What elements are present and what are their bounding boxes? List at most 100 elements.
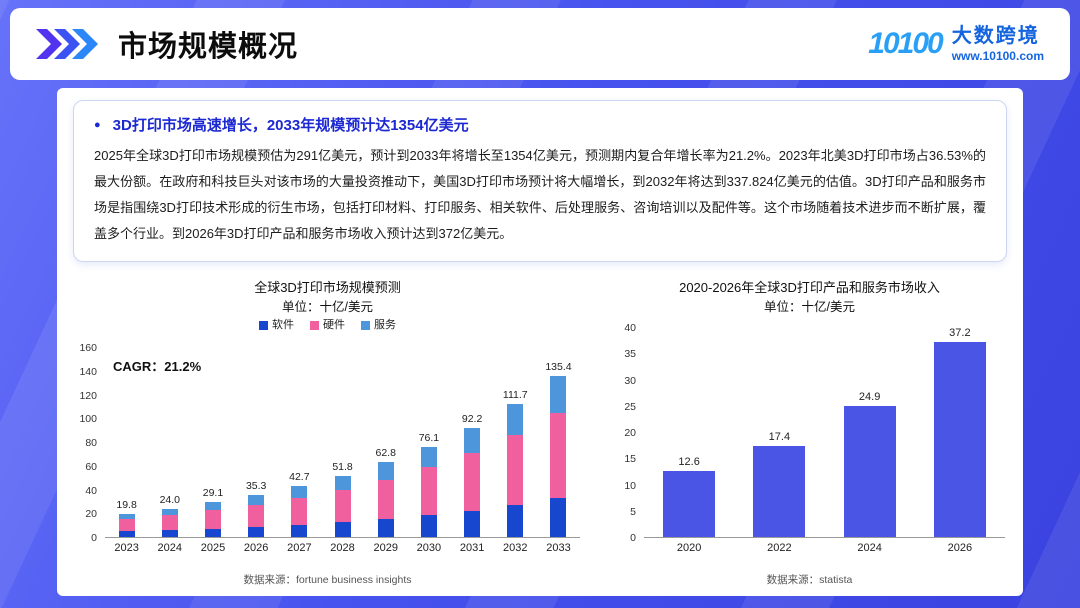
bar-segment-硬件: [464, 452, 481, 511]
legend-label: 软件: [272, 319, 294, 331]
bar-segment-软件: [507, 505, 524, 537]
chevrons-icon: [36, 29, 100, 59]
x-axis-label: 2030: [416, 542, 442, 554]
y-axis-tick: 100: [79, 413, 97, 426]
bar-column: 19.8 2023: [105, 348, 148, 555]
bar-segment-硬件: [507, 434, 524, 506]
bar-2022: 17.4: [753, 431, 806, 537]
x-axis-label: 2023: [114, 542, 139, 554]
y-axis-tick: 10: [624, 479, 636, 492]
y-axis: 0 5 10 15 20 25 30 35 40: [614, 322, 644, 544]
bar-segment-服务: [420, 446, 437, 468]
x-axis-label: 2022: [767, 542, 792, 554]
bar-column: 76.1 2030: [407, 348, 450, 554]
bar-segment-服务: [291, 486, 308, 499]
brand-name: 大数跨境: [951, 25, 1040, 47]
page-title: 市场规模概况: [118, 31, 299, 63]
bar-segment-软件: [161, 530, 178, 537]
bar-segment-软件: [420, 515, 437, 537]
bar-value-label: 42.7: [289, 471, 310, 484]
charts-row: 全球3D打印市场规模预测 单位：十亿/美元 软件 硬件 服务 0 20 40 60 80 10…: [71, 278, 1009, 587]
x-axis-label: 2028: [330, 542, 355, 554]
bullet-icon: ●: [94, 118, 101, 131]
x-axis-label: 2031: [459, 542, 485, 554]
bar-segment: [933, 341, 986, 537]
y-axis-tick: 60: [85, 460, 97, 473]
legend-item: 软件: [259, 316, 294, 334]
bar-column: 17.4 2022: [734, 328, 824, 554]
bar-segment-软件: [118, 531, 135, 537]
bar-2030: 76.1: [419, 432, 439, 537]
bar-2031: 92.2: [462, 413, 482, 537]
legend-swatch: [259, 320, 268, 330]
bar-2024: 24.0: [160, 494, 180, 537]
y-axis-tick: 30: [624, 374, 636, 387]
bar-segment-硬件: [204, 510, 221, 529]
y-axis-tick: 0: [630, 532, 636, 544]
bar-value-label: 35.3: [245, 480, 267, 493]
bar-column: 51.8 2028: [321, 348, 364, 555]
bar-2026: 37.2: [933, 327, 986, 537]
bar-2026: 35.3: [246, 480, 266, 537]
bar-value-label: 12.6: [678, 455, 700, 468]
legend-swatch: [310, 320, 319, 330]
bar-2025: 29.1: [203, 487, 223, 537]
bar-column: 24.0 2024: [148, 348, 191, 555]
bar-segment-服务: [550, 376, 567, 414]
bar-column: 24.9 2024: [825, 328, 915, 554]
x-axis-label: 2026: [947, 542, 973, 554]
y-axis-tick: 40: [624, 322, 636, 334]
x-axis-label: 2032: [503, 542, 528, 554]
bar-column: 29.1 2025: [191, 348, 234, 554]
chart-title: 全球3D打印市场规模预测: [254, 280, 401, 295]
y-axis-tick: 15: [624, 453, 636, 466]
bar-column: 37.2 2026: [915, 327, 1005, 554]
bar-segment-服务: [161, 508, 178, 516]
y-axis-tick: 35: [624, 348, 636, 361]
brand-logo: 10100 大数跨境 www.10100.com: [868, 24, 1044, 64]
legend-label: 硬件: [323, 319, 345, 331]
cagr-annotation: CAGR：21.2%: [113, 359, 202, 374]
bar-value-label: 24.9: [858, 391, 881, 404]
y-axis-tick: 0: [91, 532, 97, 544]
y-axis-tick: 40: [85, 484, 97, 497]
bar-2027: 42.7: [289, 471, 310, 537]
bar-column: 35.3 2026: [235, 348, 278, 554]
chart-legend: 软件 硬件 服务: [75, 316, 580, 334]
bar-value-label: 37.2: [949, 326, 971, 339]
bar-value-label: 19.8: [116, 498, 137, 511]
x-axis-label: 2029: [373, 542, 398, 554]
bar-segment-服务: [118, 513, 135, 519]
plot-area-wrap: 0 5 10 15 20 25 30 35 40 12.6 2020 17.4 2022 24.9 202…: [614, 322, 1005, 554]
bar-segment-服务: [507, 404, 524, 435]
bar-2028: 51.8: [332, 461, 353, 537]
content-card: ● 3D打印市场高速增长，2033年规模预计达1354亿美元 2025年全球3D…: [57, 88, 1023, 596]
bar-segment-软件: [464, 510, 481, 537]
bar-segment-软件: [248, 526, 265, 537]
bar-2032: 111.7: [503, 389, 528, 537]
bar-value-label: 17.4: [768, 430, 791, 443]
x-axis-label: 2024: [157, 542, 183, 554]
bar-segment-硬件: [550, 413, 567, 499]
bar-segment-服务: [204, 502, 221, 511]
bar-segment-服务: [248, 495, 265, 505]
bar-segment-硬件: [161, 515, 178, 531]
bar-value-label: 24.0: [159, 493, 180, 506]
legend-item: 硬件: [310, 316, 345, 334]
bar-segment-硬件: [420, 467, 437, 516]
y-axis-tick: 80: [85, 437, 97, 449]
bar-column: 42.7 2027: [278, 348, 321, 554]
bar-column: 111.7 2032: [494, 348, 537, 554]
bar-segment-软件: [334, 522, 351, 537]
y-axis-tick: 120: [79, 389, 97, 402]
stacked-bar-chart: 全球3D打印市场规模预测 单位：十亿/美元 软件 硬件 服务 0 20 40 60 80 10…: [75, 278, 580, 587]
bar-2024: 24.9: [843, 391, 896, 537]
bar-segment-硬件: [334, 489, 351, 523]
y-axis-tick: 20: [624, 427, 636, 439]
chart-subtitle: 单位：十亿/美元: [282, 300, 373, 314]
y-axis-tick: 25: [624, 400, 636, 413]
bar-value-label: 92.2: [461, 412, 483, 425]
bar-column: 135.4 2033: [537, 348, 580, 554]
summary-box: ● 3D打印市场高速增长，2033年规模预计达1354亿美元 2025年全球3D…: [73, 100, 1007, 262]
